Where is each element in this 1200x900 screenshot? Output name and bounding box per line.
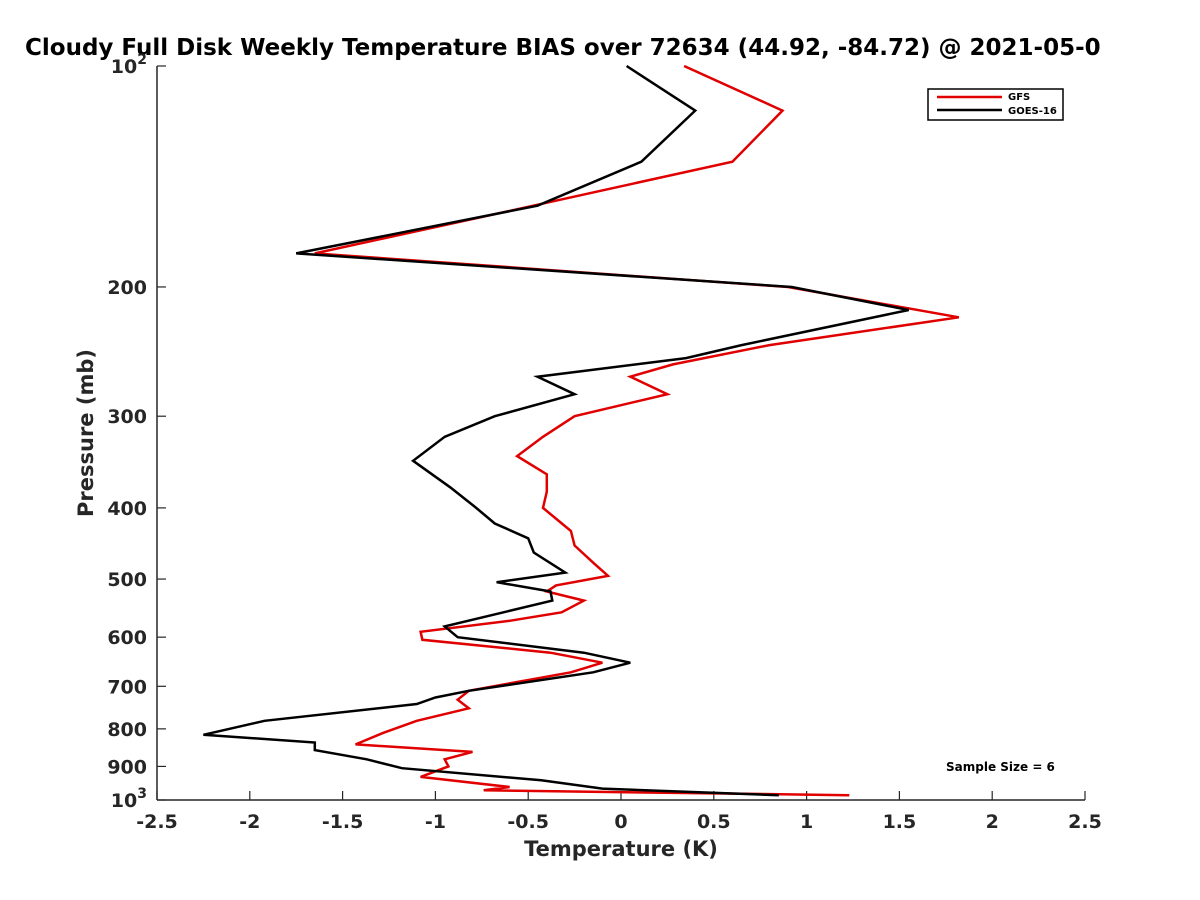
y-tick-label: 700 [107,676,147,698]
legend-label-goes16: GOES-16 [1008,106,1057,117]
x-tick-label: 1.5 [883,811,917,833]
sample-size-annotation: Sample Size = 6 [946,760,1055,774]
x-tick-label: -1.5 [322,811,364,833]
x-tick-label: -0.5 [507,811,549,833]
series-line-goes16 [203,64,909,797]
series-lines [203,64,960,797]
x-axis-label: Temperature (K) [524,837,718,861]
y-tick-label: 400 [107,498,147,520]
y-axis-ticks: 102 200 300 400 500 600 700 800 900 103 [107,52,166,812]
y-tick-label: 102 [111,52,147,78]
x-tick-label: -2 [239,811,260,833]
x-tick-label: -1 [425,811,446,833]
x-tick-label: 2.5 [1068,811,1102,833]
y-tick-label: 300 [107,406,147,428]
y-axis-label: Pressure (mb) [74,349,98,517]
legend: GFS GOES-16 [927,88,1064,121]
y-tick-label: 200 [107,277,147,299]
x-tick-label: 1 [800,811,813,833]
legend-box [927,88,1064,121]
legend-label-gfs: GFS [1008,92,1030,103]
y-tick-label: 600 [107,627,147,649]
x-tick-label: -2.5 [136,811,178,833]
axes [156,66,1085,801]
y-tick-label: 500 [107,569,147,591]
chart-title: Cloudy Full Disk Weekly Temperature BIAS… [25,35,1101,61]
series-line-gfs [314,64,960,797]
x-tick-label: 2 [986,811,999,833]
x-tick-label: 0 [614,811,627,833]
y-tick-label: 900 [107,756,147,778]
y-tick-label: 800 [107,719,147,741]
x-tick-label: 0.5 [697,811,731,833]
y-tick-label: 103 [111,786,147,812]
x-axis-ticks: -2.5 -2 -1.5 -1 -0.5 0 0.5 1 1.5 2 2.5 [136,791,1102,833]
